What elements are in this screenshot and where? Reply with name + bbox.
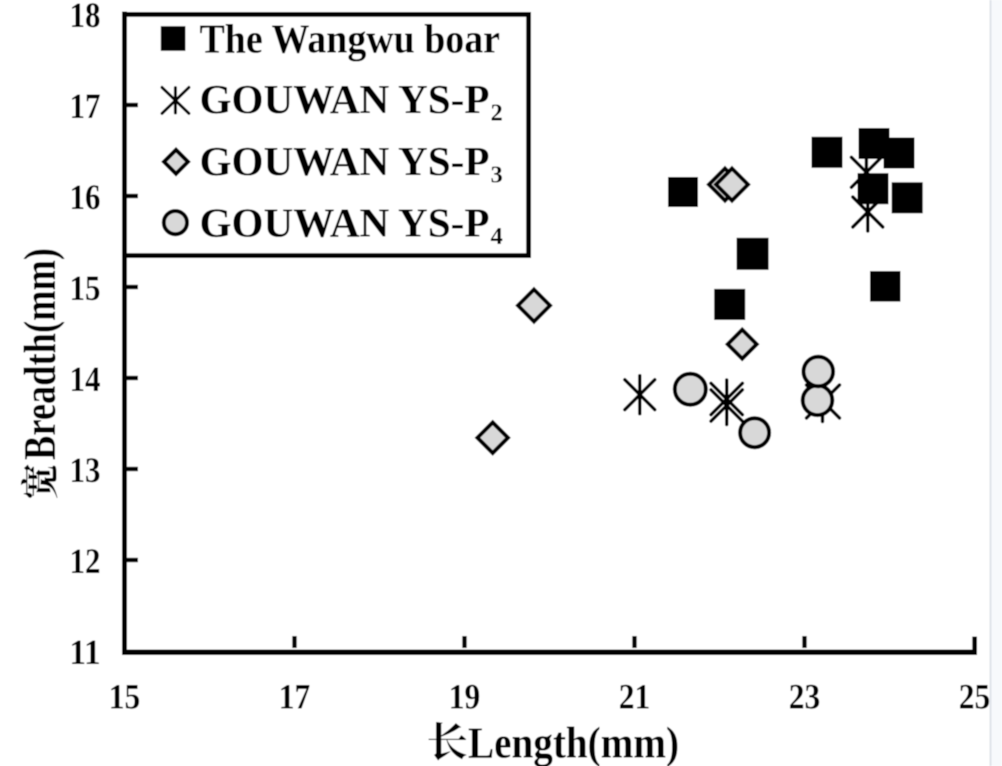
svg-text:The Wangwu boar: The Wangwu boar xyxy=(200,16,501,62)
svg-text:11: 11 xyxy=(70,632,101,672)
svg-text:18: 18 xyxy=(70,0,101,35)
svg-text:25: 25 xyxy=(959,676,991,716)
svg-text:16: 16 xyxy=(70,177,101,217)
svg-text:Length(mm): Length(mm) xyxy=(468,719,679,766)
svg-text:GOUWAN YS-P: GOUWAN YS-P xyxy=(200,76,490,122)
svg-text:4: 4 xyxy=(491,223,503,250)
svg-text:3: 3 xyxy=(491,162,503,189)
svg-text:15: 15 xyxy=(70,268,101,308)
svg-text:Breadth(mm): Breadth(mm) xyxy=(15,248,65,460)
svg-text:17: 17 xyxy=(279,676,311,716)
svg-text:2: 2 xyxy=(491,100,503,127)
svg-text:17: 17 xyxy=(70,86,101,126)
svg-text:13: 13 xyxy=(70,450,101,490)
svg-text:21: 21 xyxy=(619,676,651,716)
svg-text:23: 23 xyxy=(789,676,821,716)
svg-text:GOUWAN YS-P: GOUWAN YS-P xyxy=(200,138,490,184)
svg-text:14: 14 xyxy=(70,359,101,399)
svg-text:GOUWAN YS-P: GOUWAN YS-P xyxy=(200,200,490,246)
svg-text:12: 12 xyxy=(70,541,101,581)
svg-text:19: 19 xyxy=(449,676,481,716)
svg-text:15: 15 xyxy=(109,676,141,716)
